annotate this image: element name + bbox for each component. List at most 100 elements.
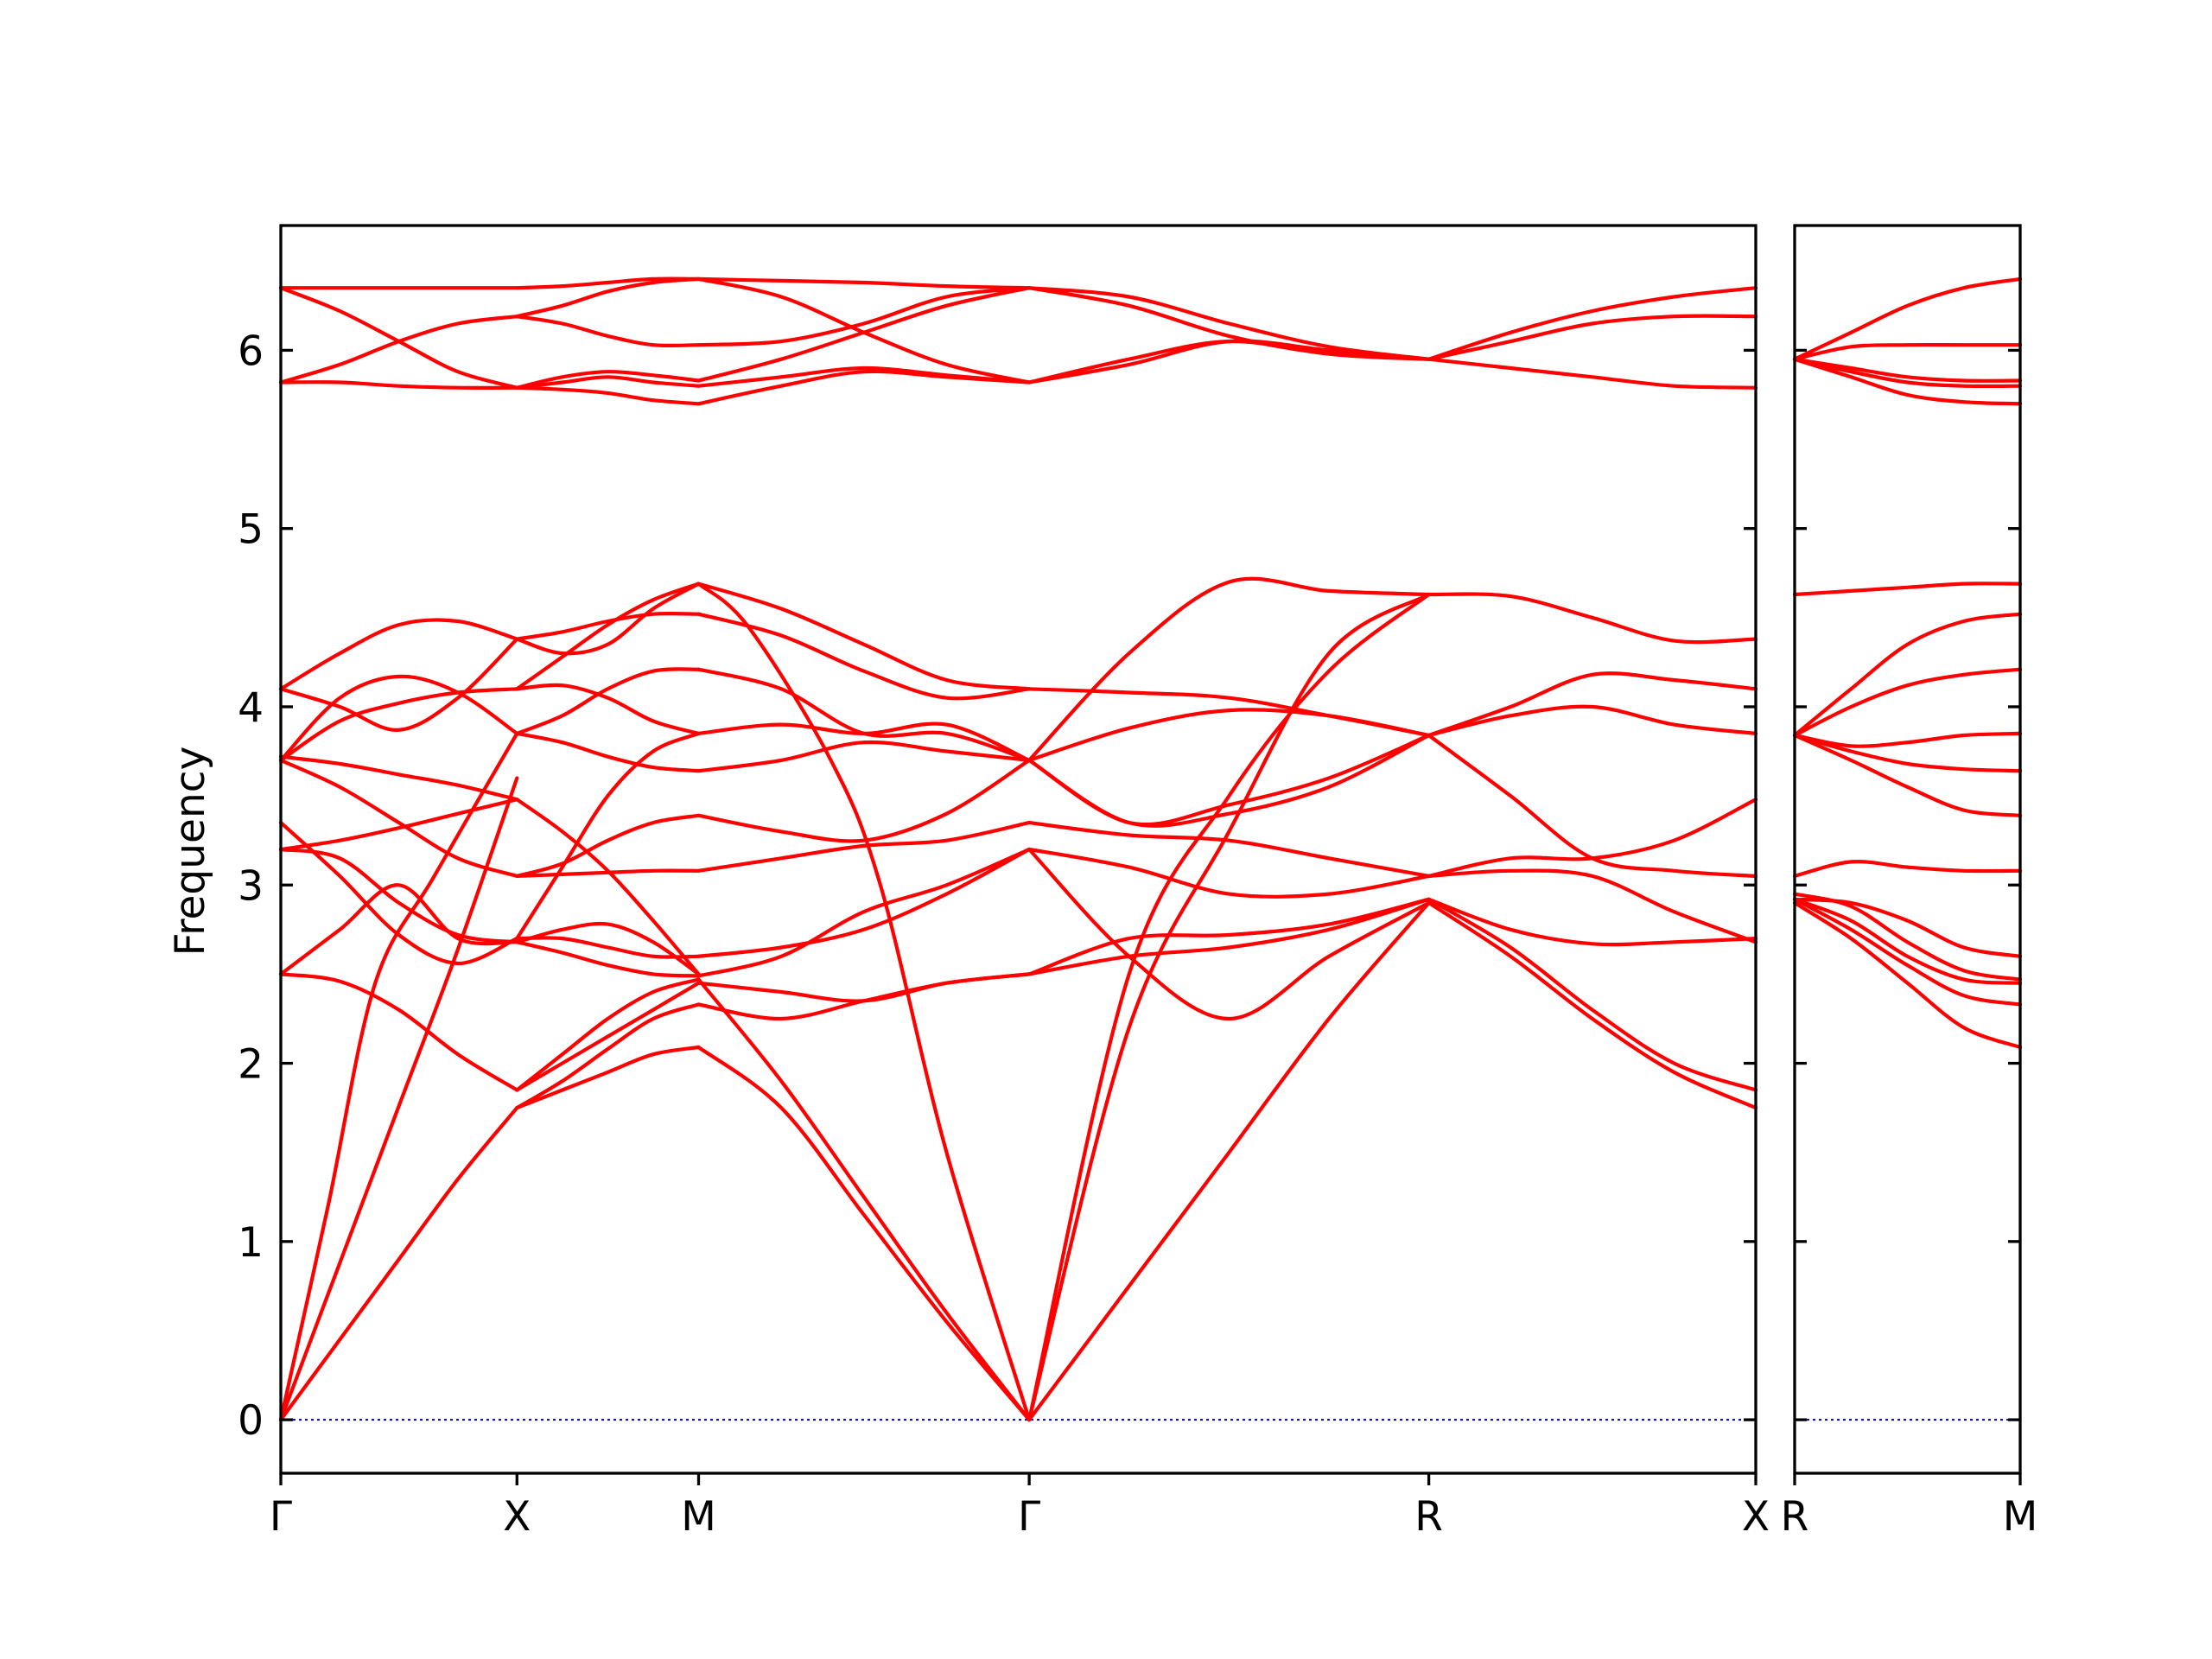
band-p1-s2-7	[515, 921, 701, 976]
band-p1-s1-14	[278, 618, 519, 691]
band-p1-s3-4	[696, 972, 1032, 1021]
band-p1-s3-7	[696, 847, 1032, 958]
x-tick-label: M	[2003, 1493, 2038, 1541]
band-p1-s3-13	[696, 612, 1032, 701]
band-p1-s4-16	[1027, 286, 1431, 361]
band-p2-s1-15	[1792, 357, 2023, 383]
band-p1-s5-12	[1427, 286, 1758, 361]
band-p1-s4-7	[1027, 847, 1431, 899]
band-p1-s2-15	[515, 582, 701, 691]
band-p1-s1-17	[278, 286, 519, 390]
band-p1-s3-2	[696, 977, 1032, 1422]
band-p1-s2-14	[515, 683, 701, 735]
band-p1-s4-11	[1027, 708, 1431, 762]
band-p1-s1-7	[278, 821, 519, 966]
band-p1-s1-9	[278, 758, 519, 878]
band-p1-s4-6	[1027, 897, 1431, 976]
band-p1-s1-15	[278, 380, 519, 390]
x-tick-label: R	[1781, 1493, 1809, 1541]
band-p1-s1-8	[278, 798, 519, 852]
x-tick-label: X	[503, 1493, 531, 1541]
panel-frame-1	[279, 224, 1758, 1475]
band-p2-s1-16	[1792, 342, 2023, 361]
band-p2-s1-3	[1792, 897, 2023, 985]
band-p1-s1-12	[278, 637, 519, 732]
band-p2-s1-1	[1792, 900, 2023, 1050]
band-p1-s2-5	[515, 940, 701, 978]
x-tick-label: X	[1742, 1493, 1770, 1541]
band-p1-s3-12	[696, 667, 1032, 762]
band-p1-s3-20	[696, 276, 1032, 290]
band-p2-s1-11	[1792, 612, 2023, 738]
y-tick-label: 3	[238, 862, 264, 910]
x-tick-label: M	[681, 1493, 716, 1541]
band-p1-s5-6	[1427, 733, 1758, 878]
band-p2-s1-14	[1792, 357, 2023, 389]
band-p1-s5-4	[1427, 868, 1758, 944]
band-p2-s1-9	[1792, 731, 2023, 748]
band-p1-s2-22	[515, 276, 701, 319]
band-p2-s1-5	[1792, 897, 2023, 958]
y-tick-label: 2	[238, 1041, 264, 1089]
band-p1-s4-15	[1027, 339, 1431, 385]
band-p1-s3-3	[696, 582, 1032, 1422]
band-p1-s5-7	[1427, 704, 1758, 738]
band-p1-s2-16	[515, 611, 701, 641]
band-p1-s4-1	[1027, 900, 1431, 1422]
band-p1-s1-1	[278, 1106, 519, 1422]
band-p1-s3-5	[696, 972, 1032, 1003]
band-p1-s4-5	[1027, 897, 1431, 976]
band-p2-s1-12	[1792, 582, 2023, 597]
axis-ticks	[279, 348, 2022, 1485]
band-p1-s2-23	[515, 276, 701, 290]
band-p1-s2-4	[515, 977, 701, 1092]
x-tick-label: R	[1414, 1493, 1443, 1541]
band-p1-s3-18	[696, 286, 1032, 347]
y-tick-label: 6	[238, 327, 264, 375]
band-p1-s2-1	[515, 1045, 701, 1110]
band-p1-s1-10	[278, 754, 519, 802]
band-p1-s2-19	[515, 375, 701, 390]
y-tick-label: 4	[238, 684, 264, 732]
band-p1-s2-9	[515, 798, 701, 976]
y-tick-label: 0	[238, 1397, 264, 1445]
band-p1-s1-16	[278, 315, 519, 385]
band-p1-s3-16	[696, 365, 1032, 388]
band-p1-s3-9	[696, 758, 1032, 843]
band-p1-s2-13	[515, 667, 701, 735]
band-p1-s5-1	[1427, 900, 1758, 1110]
band-p1-s2-2	[515, 1002, 701, 1110]
band-p1-s1-5	[278, 883, 519, 976]
band-p2-s1-2	[1792, 897, 2023, 1007]
band-p1-s3-8	[696, 821, 1032, 873]
band-p1-s1-13	[278, 674, 519, 762]
band-p1-s1-4	[278, 972, 519, 1092]
band-p1-s3-1	[696, 1045, 1032, 1422]
band-p1-s3-10	[696, 740, 1032, 773]
band-p2-s1-17	[1792, 276, 2023, 361]
band-p1-s5-8	[1427, 671, 1758, 738]
band-p2-s1-13	[1792, 357, 2023, 406]
panel-frames	[279, 224, 2022, 1475]
y-tick-label: 5	[238, 506, 264, 554]
band-p1-s5-3	[1427, 897, 1758, 947]
band-p1-s2-3	[515, 981, 701, 1092]
band-p1-s5-2	[1427, 897, 1758, 1092]
band-p1-s4-3	[1027, 592, 1431, 1422]
band-p1-s3-14	[696, 582, 1032, 691]
band-p1-s1-2	[278, 776, 519, 1422]
band-p2-s1-7	[1792, 733, 2023, 817]
x-tick-label: Γ	[1018, 1493, 1040, 1541]
y-tick-label: 1	[238, 1219, 264, 1267]
band-p2-s1-10	[1792, 667, 2023, 738]
band-p1-s1-11	[278, 687, 519, 762]
band-p1-s2-20	[515, 370, 701, 390]
band-p1-s2-6	[515, 936, 701, 959]
band-p2-s1-6	[1792, 860, 2023, 878]
band-p1-s5-5	[1427, 798, 1758, 878]
band-p1-s2-11	[515, 813, 701, 878]
x-tick-label: Γ	[270, 1493, 292, 1541]
band-p2-s1-8	[1792, 733, 2023, 773]
